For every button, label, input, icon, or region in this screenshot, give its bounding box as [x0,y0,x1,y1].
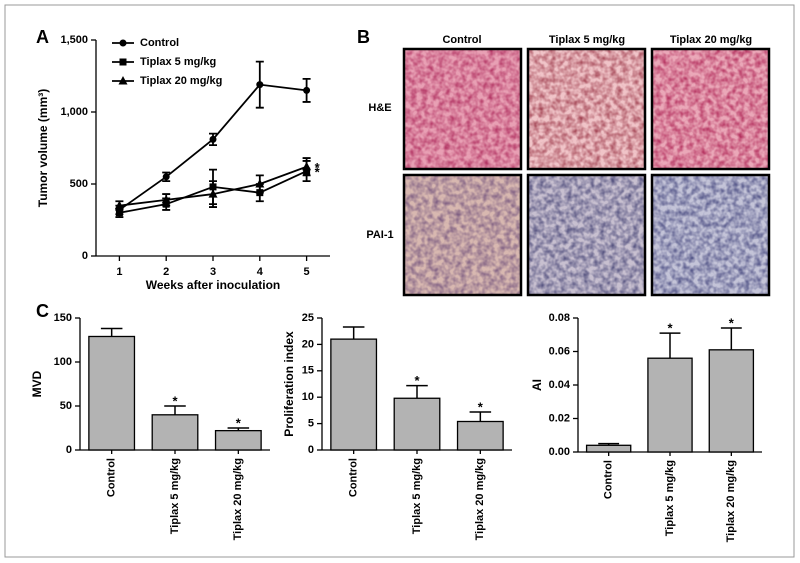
y-axis-label: Tumor volume (mm³) [36,89,50,207]
y-tick-label: 1,000 [60,106,88,118]
y-tick-label: 0.00 [549,446,570,458]
x-tick-label: 4 [257,266,264,278]
x-tick-label: Tiplax 20 mg/kg [474,458,486,540]
error-bar [720,327,742,350]
image [526,47,647,171]
y-tick-label: 50 [60,400,72,412]
error-bar [164,405,186,415]
y-tick-label: 0.02 [549,412,570,424]
x-tick-label: 5 [304,266,310,278]
point [256,81,264,89]
significance: * [236,415,242,430]
bar [708,349,755,453]
bar [151,414,199,451]
legend-marker [118,76,128,85]
y-tick-label: 0 [82,250,88,262]
point [255,179,265,188]
legend-marker [119,58,127,66]
significance: * [667,321,673,336]
image [402,173,523,297]
x-tick-label: Tiplax 5 mg/kg [411,458,423,534]
x-tick-label: Tiplax 20 mg/kg [232,458,244,540]
y-tick-label: 0.08 [549,312,570,324]
point [115,209,123,217]
panel-label: A [36,27,49,47]
significance: * [315,164,321,179]
row-header: H&E [368,102,391,114]
bar [88,335,136,451]
x-tick-label: Control [348,458,360,497]
legend-label: Tiplax 5 mg/kg [140,56,216,68]
y-axis-label: MVD [30,370,44,397]
point [303,86,311,94]
y-tick-label: 15 [302,365,314,377]
x-axis-label: Weeks after inoculation [146,278,280,292]
row-header: PAI-1 [366,229,393,241]
micrographs: Control Tiplax 5 mg/kg Tiplax 20 mg/kg H… [366,34,771,297]
column-header: Control [442,34,481,46]
bar [647,357,693,453]
y-tick-label: 150 [54,312,72,324]
x-tick-label: Control [603,460,615,499]
y-tick-label: 0 [66,444,72,456]
error-bar [659,332,681,359]
y-tick-label: 500 [70,178,88,190]
y-tick-label: 1,500 [60,34,88,46]
significance: * [172,393,178,408]
panel-label: B [357,27,370,47]
x-tick-label: Tiplax 5 mg/kg [169,458,181,534]
y-tick-label: 0.06 [549,345,570,357]
significance: * [414,373,420,388]
significance: * [729,315,735,330]
point [162,173,170,181]
bar [214,429,262,451]
column-header: Tiplax 20 mg/kg [670,34,752,46]
y-tick-label: 0.04 [549,379,571,391]
y-axis-label: Proliferation index [282,331,296,437]
column-header: Tiplax 5 mg/kg [549,34,625,46]
bar [330,338,378,451]
x-tick-label: Tiplax 20 mg/kg [725,460,737,542]
bar [456,420,504,451]
bar [393,397,441,451]
y-tick-label: 20 [302,338,314,350]
x-tick-label: Tiplax 5 mg/kg [664,460,676,536]
point [114,200,124,210]
point [208,189,218,198]
significance: * [478,399,484,414]
x-tick-label: 2 [163,266,169,278]
y-tick-label: 0 [308,444,314,456]
y-tick-label: 100 [54,356,72,368]
point [209,135,217,143]
point [161,194,171,204]
x-tick-label: 1 [116,266,122,278]
error-bar [406,384,428,399]
bar [585,444,632,453]
legend-label: Control [140,37,179,49]
image [650,173,771,297]
y-tick-label: 25 [302,312,314,324]
panel-label: C [36,301,49,321]
legend-marker [119,39,127,47]
image [526,173,647,297]
error-bar [100,327,123,337]
image [402,47,523,171]
y-tick-label: 10 [302,391,314,403]
point [302,161,312,171]
error-bar [469,411,492,422]
y-axis-label: AI [530,379,544,391]
x-tick-label: Control [106,458,118,497]
x-tick-label: 3 [210,266,216,278]
significance: * [315,160,321,175]
error-bar [342,326,365,340]
image [650,47,771,171]
legend-label: Tiplax 20 mg/kg [140,75,222,87]
y-tick-label: 5 [308,418,314,430]
